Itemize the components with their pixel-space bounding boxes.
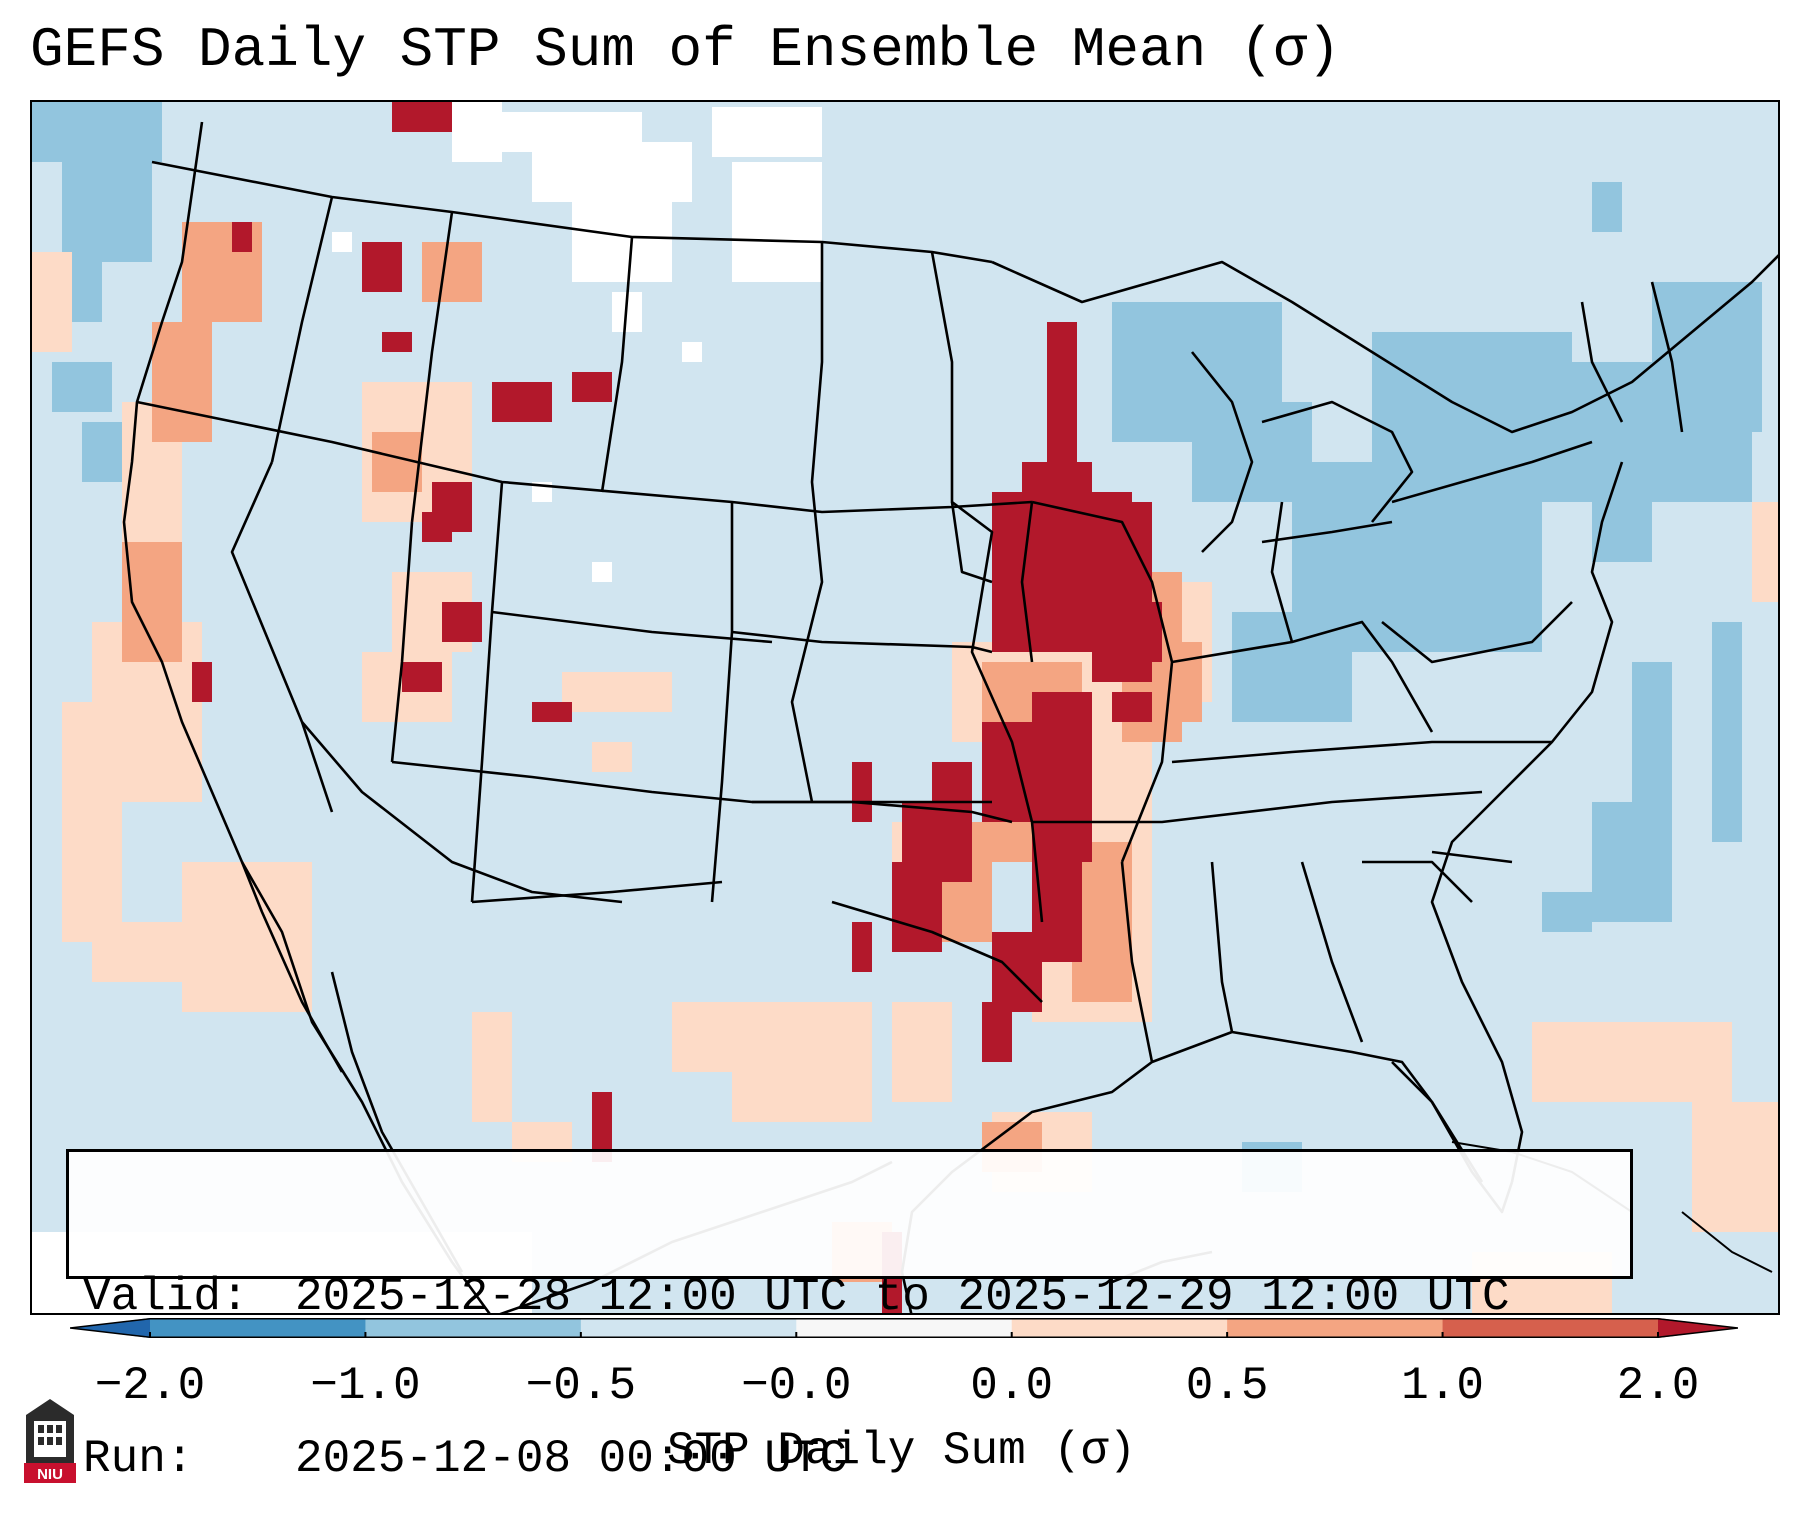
colorbar-tick-label: 2.0 [1616,1360,1700,1412]
valid-run-info-box: Valid: 2025-12-28 12:00 UTC to 2025-12-2… [66,1149,1633,1485]
run-value: 2025-12-08 00:00 UTC [295,1433,848,1485]
run-label: Run: [83,1433,194,1485]
colorbar-segment [365,1318,582,1338]
colorbar-tick-label: −0.5 [525,1360,637,1412]
chart-title: GEFS Daily STP Sum of Ensemble Mean (σ) [30,18,1341,82]
colorbar-tick-label: −0.0 [741,1360,852,1412]
niu-logo: NIU [24,1399,76,1483]
colorbar-segment [1442,1318,1659,1338]
boundaries [122,121,1778,1313]
valid-label: Valid: [83,1271,249,1323]
colorbar-tick-label: −1.0 [310,1360,421,1412]
colorbar-segment [1227,1318,1444,1338]
map-panel [30,100,1780,1315]
colorbar-tick-label: −2.0 [94,1360,206,1412]
colorbar-tick-label: 0.5 [1185,1360,1269,1412]
colorbar-segment [1011,1318,1228,1338]
colorbar-under-arrow [70,1318,150,1338]
colorbar-tick-label: 0.0 [970,1360,1054,1412]
colorbar-segment [150,1318,366,1338]
run-row: Run: 2025-12-08 00:00 UTC [83,1432,1616,1486]
colorbar-tick-label: 1.0 [1401,1360,1484,1412]
map-svg [32,102,1778,1313]
valid-value: 2025-12-28 12:00 UTC to 2025-12-29 12:00… [295,1271,1510,1323]
colorbar-segment [580,1318,797,1338]
colorbar [70,1318,1738,1338]
colorbar-over-arrow [1658,1318,1738,1338]
colorbar-title: STP Daily Sum (σ) [666,1425,1137,1477]
valid-row: Valid: 2025-12-28 12:00 UTC to 2025-12-2… [83,1270,1616,1324]
colorbar-segment [796,1318,1013,1338]
logo-text: NIU [37,1466,63,1483]
